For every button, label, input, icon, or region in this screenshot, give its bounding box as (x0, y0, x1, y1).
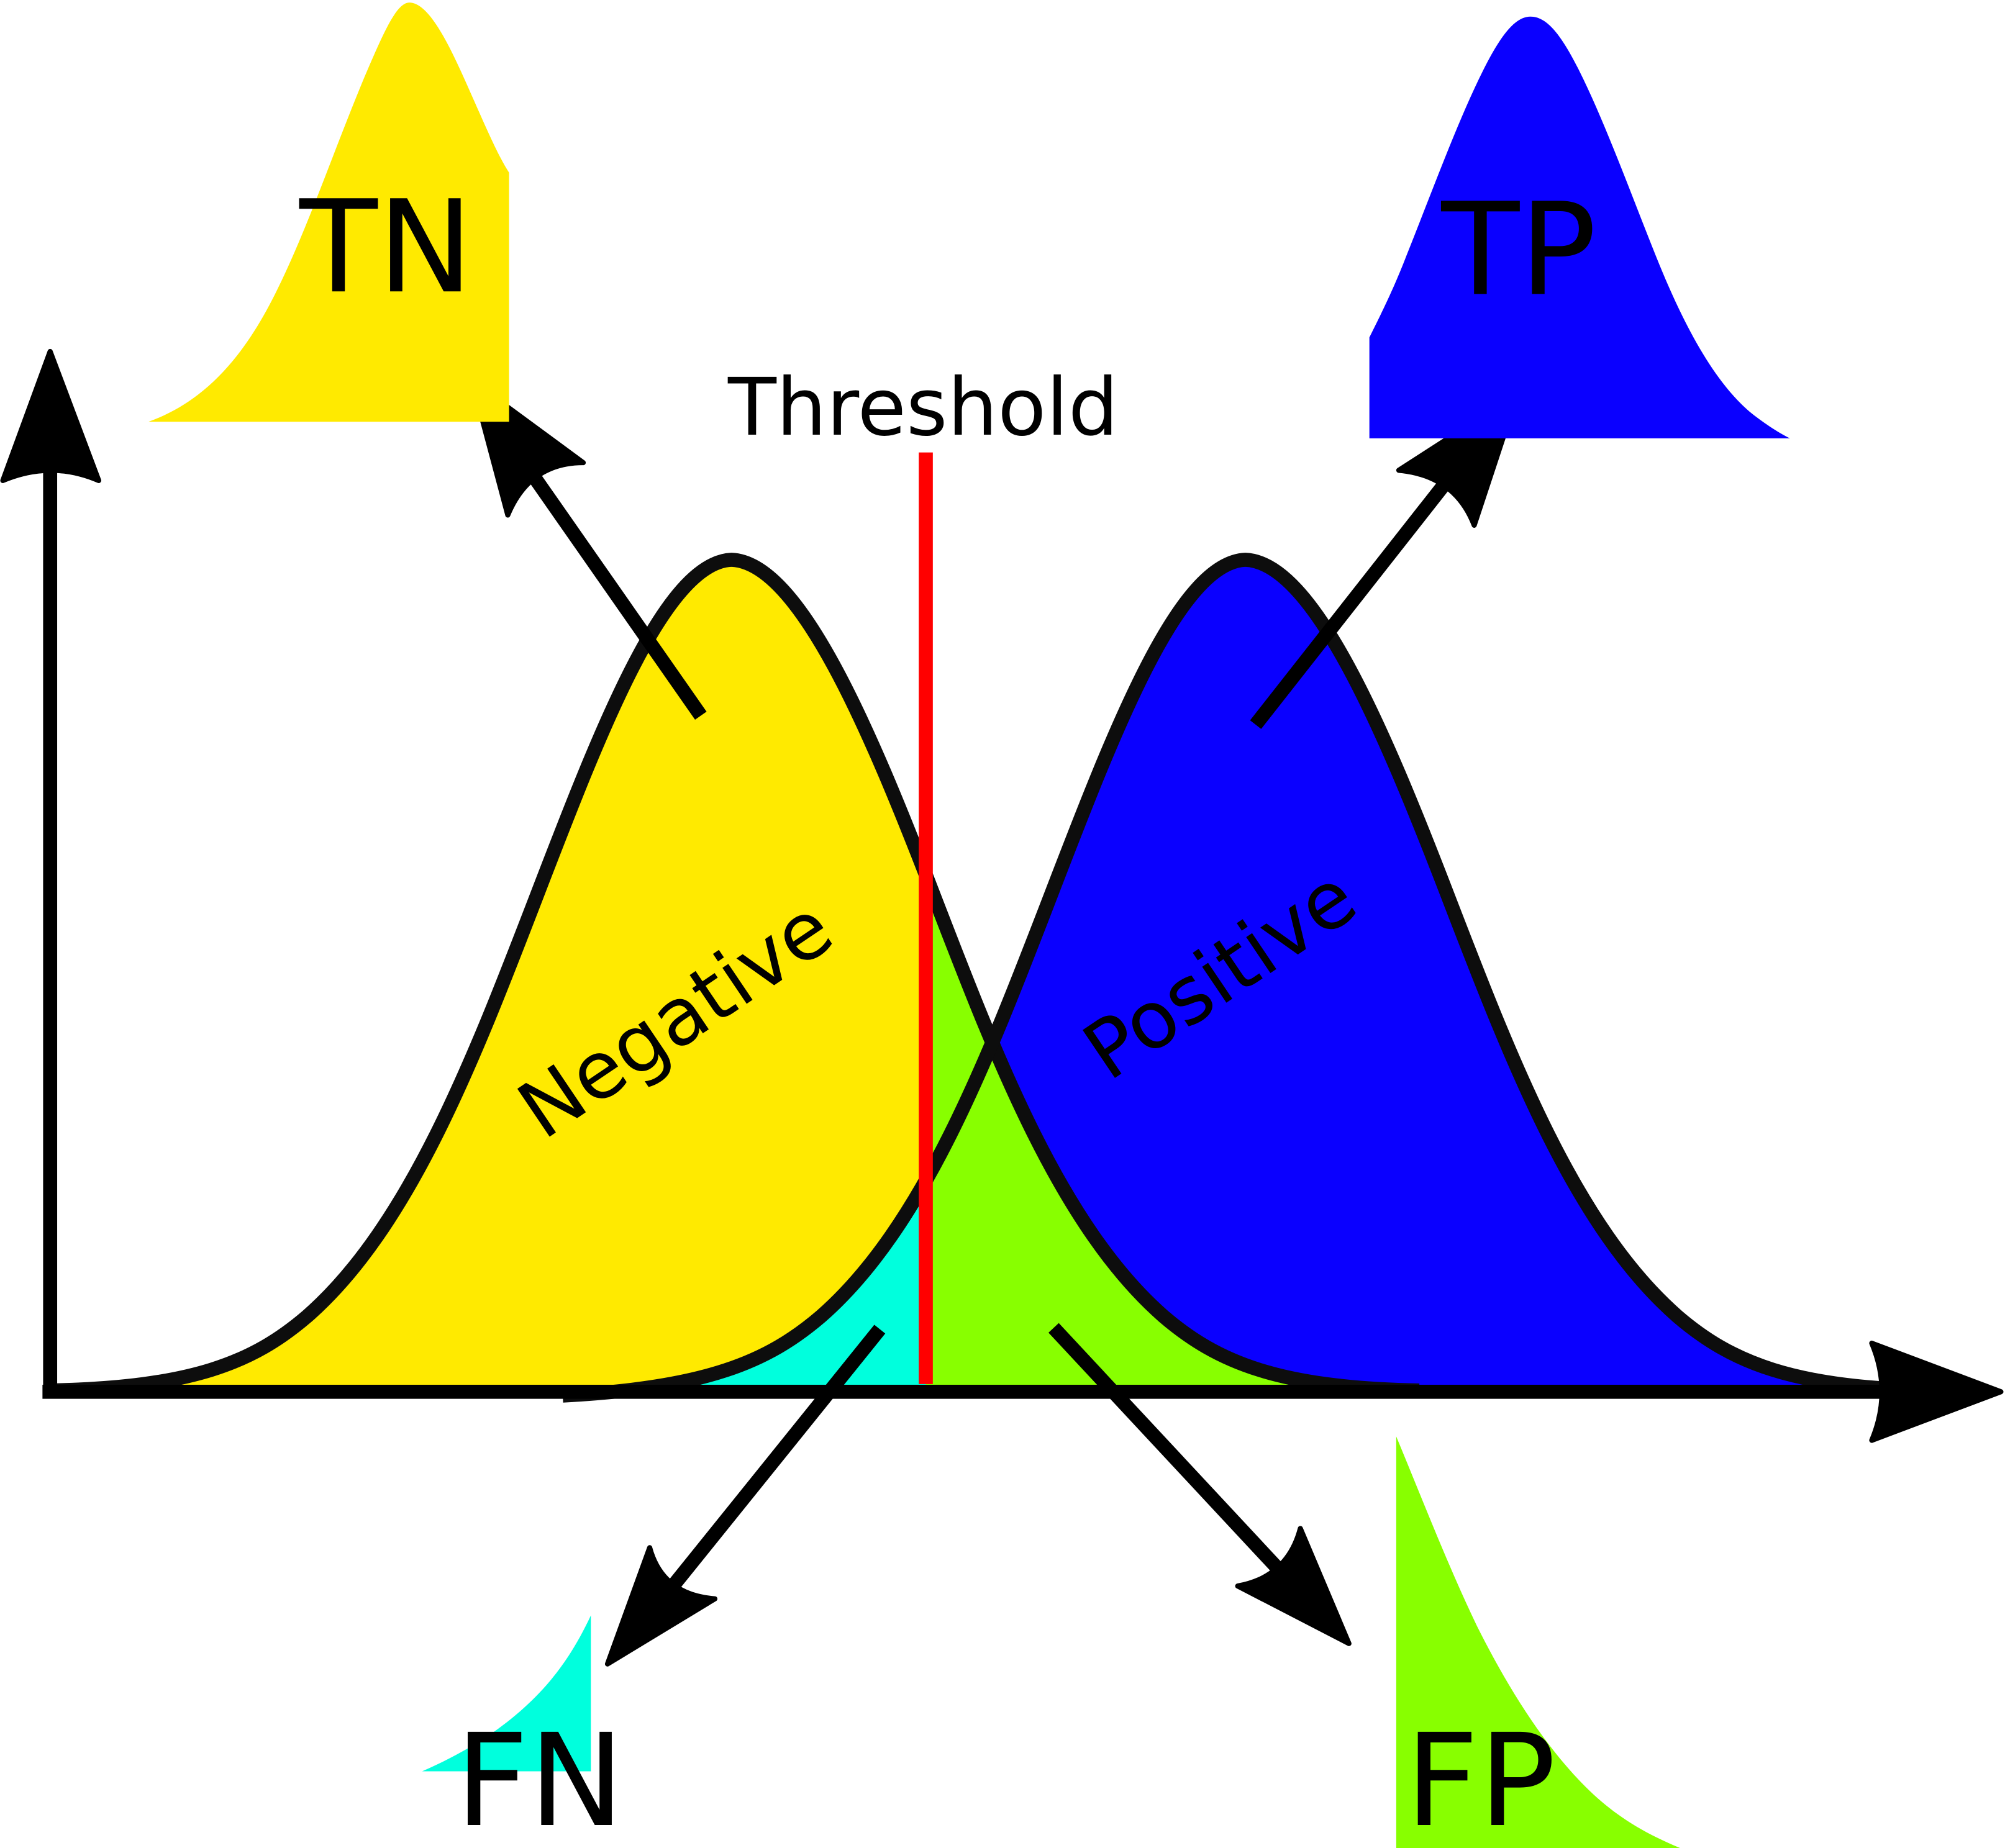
tn-label: TN (299, 173, 473, 322)
positive-distribution-curve (562, 553, 1934, 1403)
false-positive-region (925, 874, 1419, 1391)
threshold-label: Threshold (727, 362, 1119, 454)
fp-mini-distribution (1396, 1436, 1680, 1848)
fp-arrow-shaft (1048, 1323, 1284, 1575)
y-axis-arrowhead (0, 348, 102, 483)
negative-distribution-curve (48, 553, 1420, 1398)
tp-mini-distribution (1369, 16, 1790, 438)
tn-arrow-shaft (524, 466, 707, 720)
fn-mini-distribution (422, 1615, 591, 1772)
fp-arrowhead (1235, 1526, 1352, 1646)
tp-label: TP (1441, 175, 1597, 324)
tp-arrow-shaft (1250, 476, 1453, 729)
x-axis-arrowhead (1869, 1340, 2004, 1443)
fn-label: FN (455, 1706, 624, 1848)
fp-label: FP (1405, 1706, 1555, 1848)
tn-mini-distribution (148, 2, 509, 422)
fn-arrow-shaft (668, 1325, 886, 1590)
negative-distribution-fill (48, 559, 1419, 1391)
positive-distribution-fill (563, 559, 1934, 1396)
false-negative-region (563, 1180, 926, 1396)
fn-arrowhead (604, 1545, 718, 1667)
